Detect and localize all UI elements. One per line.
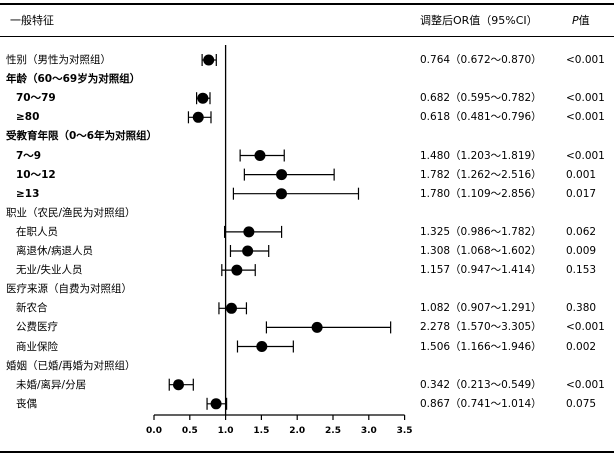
or-point <box>225 302 237 314</box>
or-ci-value: 1.325（0.986～1.782） <box>420 225 542 238</box>
p-value: <0.001 <box>566 321 605 334</box>
row-label: 未婚/离异/分居 <box>16 378 87 391</box>
x-tick-label: 3.5 <box>397 426 413 436</box>
or-ci-value: 1.782（1.262～2.516） <box>420 168 542 181</box>
or-point <box>203 54 215 66</box>
p-value: 0.001 <box>566 168 597 181</box>
row-label: 70～79 <box>16 92 56 105</box>
p-value: 0.153 <box>566 264 597 277</box>
p-value: 0.075 <box>566 397 597 410</box>
top-rule <box>0 3 614 5</box>
or-point <box>243 226 255 238</box>
row-label: 婚姻（已婚/再婚为对照组） <box>6 359 136 372</box>
p-value: 0.017 <box>566 187 597 200</box>
p-value: 0.009 <box>566 245 597 257</box>
or-point <box>197 92 209 104</box>
row-label: 10～12 <box>16 168 56 181</box>
or-point <box>210 398 222 410</box>
or-ci-value: 1.480（1.203～1.819） <box>420 149 542 162</box>
row-label: 职业（农民/渔民为对照组） <box>6 206 136 219</box>
x-tick-label: 2.0 <box>289 426 305 436</box>
or-ci-value: 0.682（0.595～0.782） <box>420 92 542 105</box>
header-or: 调整后OR值（95%CI） <box>420 14 538 27</box>
or-ci-value: 0.618（0.481～0.796） <box>420 111 542 124</box>
or-point <box>172 379 184 391</box>
row-label: 在职人员 <box>16 225 58 238</box>
or-ci-value: 1.308（1.068～1.602） <box>420 245 542 257</box>
p-value: 0.002 <box>566 340 597 353</box>
row-label: ≥80 <box>16 111 40 124</box>
or-point <box>242 245 254 257</box>
x-tick-label: 0.5 <box>182 426 198 436</box>
or-point <box>256 341 268 352</box>
header-p-suffix: 值 <box>578 14 590 27</box>
x-tick-label: 3.0 <box>361 426 377 436</box>
p-value: <0.001 <box>566 149 605 162</box>
p-value: <0.001 <box>566 378 605 391</box>
row-label: 公费医疗 <box>16 321 58 334</box>
p-value: <0.001 <box>566 54 605 66</box>
row-label: ≥13 <box>16 187 40 200</box>
header-p: P值 <box>572 12 590 28</box>
p-value: 0.380 <box>566 302 597 315</box>
or-ci-value: 1.780（1.109～2.856） <box>420 187 542 200</box>
header-factor: 一般特征 <box>10 14 54 27</box>
or-point <box>231 264 243 276</box>
row-label: 无业/失业人员 <box>16 264 83 277</box>
or-ci-value: 1.082（0.907～1.291） <box>420 302 542 315</box>
row-label: 离退休/病退人员 <box>16 245 94 257</box>
row-label: 受教育年限（0～6年为对照组） <box>6 130 158 143</box>
p-value: <0.001 <box>566 92 605 105</box>
or-ci-value: 0.867（0.741～1.014） <box>420 397 542 410</box>
or-point <box>276 169 288 181</box>
row-label: 性别（男性为对照组） <box>6 54 111 66</box>
or-point <box>311 321 323 333</box>
bottom-rule <box>0 451 614 453</box>
row-label: 丧偶 <box>16 397 37 410</box>
p-value: <0.001 <box>566 111 605 124</box>
row-label: 医疗来源（自费为对照组） <box>6 283 132 296</box>
header-p-italic: P <box>572 14 579 27</box>
header-rule <box>0 36 614 37</box>
or-point <box>254 150 266 161</box>
or-ci-value: 1.157（0.947～1.414） <box>420 264 542 277</box>
or-point <box>192 111 204 123</box>
x-tick-label: 2.5 <box>325 426 341 436</box>
row-label: 年龄（60～69岁为对照组） <box>6 73 141 86</box>
row-label: 新农合 <box>16 302 48 315</box>
x-tick-label: 1.5 <box>253 426 269 436</box>
or-ci-value: 0.764（0.672～0.870） <box>420 54 542 66</box>
or-ci-value: 0.342（0.213～0.549） <box>420 378 542 391</box>
or-ci-value: 2.278（1.570～3.305） <box>420 321 542 334</box>
x-tick-label: 0.0 <box>146 426 162 436</box>
p-value: 0.062 <box>566 225 597 238</box>
or-ci-value: 1.506（1.166～1.946） <box>420 340 542 353</box>
row-label: 7～9 <box>16 149 42 162</box>
or-point <box>275 188 287 200</box>
x-tick-label: 1.0 <box>218 426 234 436</box>
row-label: 商业保险 <box>16 340 58 353</box>
